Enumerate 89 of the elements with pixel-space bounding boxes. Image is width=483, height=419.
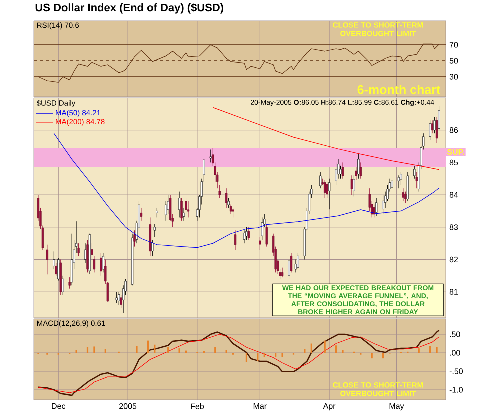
- candlestick: [78, 243, 80, 257]
- candlestick: [324, 180, 326, 199]
- candlestick: [134, 230, 136, 248]
- x-tick-label: Feb: [191, 404, 204, 410]
- candlestick: [118, 292, 120, 306]
- x-tick-label: Apr: [323, 404, 336, 411]
- candlestick: [350, 175, 354, 196]
- candlestick: [288, 260, 290, 280]
- candlestick: [120, 295, 122, 309]
- candlestick: [116, 292, 118, 304]
- annotation: 6-month chart: [358, 85, 441, 94]
- candlestick: [140, 208, 143, 222]
- candlestick: [246, 227, 248, 241]
- candlestick: [342, 162, 344, 180]
- candlestick: [431, 120, 434, 134]
- candlestick: [355, 167, 358, 181]
- candlestick: [320, 172, 322, 189]
- candlestick: [328, 178, 331, 210]
- y-tick-label: .00: [450, 350, 460, 356]
- candlestick: [438, 106, 440, 131]
- candlestick: [416, 172, 418, 189]
- candlestick: [243, 230, 246, 244]
- candlestick: [84, 243, 87, 264]
- candlestick: [398, 175, 400, 189]
- candlestick: [185, 198, 188, 215]
- x-tick-label: Mar: [254, 404, 267, 410]
- candlestick: [358, 154, 360, 180]
- band-label: SUP.: [447, 149, 464, 156]
- candlestick: [382, 194, 384, 215]
- x-tick-label: Dec: [52, 404, 66, 410]
- y-tick-label: .50: [450, 332, 460, 338]
- candlestick: [376, 198, 378, 216]
- candlestick: [180, 198, 183, 222]
- candlestick: [154, 224, 156, 238]
- y-tick-label: 82: [450, 256, 458, 263]
- candlestick: [55, 262, 58, 276]
- chart-title: US Dollar Index (End of Day) ($USD): [36, 3, 224, 14]
- candlestick: [373, 204, 376, 218]
- candlestick: [248, 227, 250, 241]
- candlestick: [400, 172, 402, 186]
- candlestick: [434, 117, 436, 134]
- candlestick: [70, 234, 74, 286]
- candlestick: [182, 208, 186, 222]
- candlestick: [230, 204, 232, 215]
- candlestick: [297, 253, 300, 270]
- candlestick: [152, 240, 154, 257]
- line-series: [54, 133, 440, 248]
- y-tick-label: 85: [450, 160, 458, 166]
- candlestick: [187, 201, 190, 218]
- y-tick-label: 50: [450, 58, 458, 64]
- candlestick: [402, 188, 405, 202]
- candlestick: [225, 188, 228, 208]
- candlestick: [326, 182, 328, 199]
- candlestick: [281, 268, 284, 278]
- x-tick-label: May: [390, 404, 404, 411]
- y-tick-label: 30: [450, 74, 458, 80]
- candlestick: [58, 258, 60, 282]
- y-tick-label: 86: [450, 128, 458, 134]
- candlestick: [290, 253, 293, 273]
- candlestick: [335, 162, 338, 186]
- candlestick: [404, 192, 407, 204]
- y-tick-label: 83: [450, 224, 458, 230]
- candlestick: [178, 192, 181, 218]
- candlestick: [100, 253, 102, 276]
- candlestick: [391, 178, 394, 192]
- candlestick: [429, 120, 432, 140]
- candlestick: [259, 236, 262, 250]
- candlestick: [353, 175, 356, 197]
- candlestick: [102, 253, 104, 273]
- candlestick: [53, 251, 56, 270]
- candlestick: [406, 172, 410, 202]
- x-tick-label: 2005: [120, 404, 137, 410]
- y-tick-label: 81: [450, 289, 458, 295]
- candlestick: [156, 208, 158, 218]
- candlestick: [62, 276, 64, 296]
- y-tick-label: 70: [450, 42, 458, 48]
- y-tick-label: -.50: [450, 368, 464, 374]
- candlestick: [360, 162, 362, 180]
- candlestick: [266, 224, 268, 248]
- candlestick: [414, 166, 416, 180]
- candlestick: [232, 208, 234, 218]
- candlestick: [228, 198, 230, 208]
- candlestick: [46, 244, 49, 275]
- candlestick: [234, 230, 237, 250]
- candlestick: [261, 217, 264, 241]
- y-tick-label: -1.0: [450, 387, 464, 393]
- candlestick: [68, 277, 71, 290]
- y-tick-label: 84: [450, 192, 458, 198]
- candlestick: [210, 150, 212, 163]
